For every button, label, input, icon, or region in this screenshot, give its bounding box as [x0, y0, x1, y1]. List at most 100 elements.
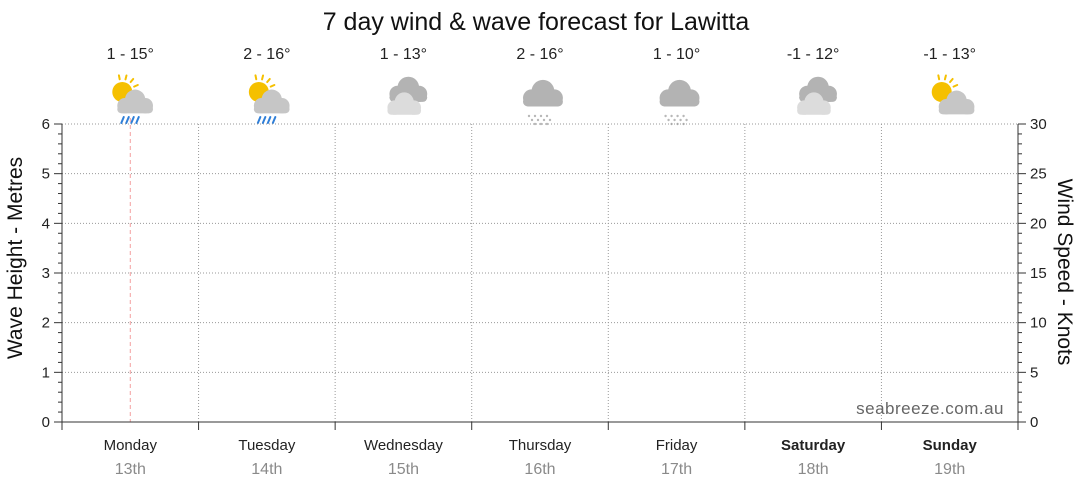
- day-header-wednesday: 1 - 13°: [380, 46, 428, 115]
- left-tick-label: 4: [42, 215, 50, 232]
- left-tick-label: 2: [42, 315, 50, 332]
- date-label: 16th: [524, 461, 555, 478]
- date-label: 15th: [388, 461, 419, 478]
- day-header-monday: 1 - 15°: [107, 46, 154, 124]
- chart-title: 7 day wind & wave forecast for Lawitta: [323, 8, 750, 36]
- sun-ray: [269, 83, 276, 88]
- snow-flake: [533, 114, 537, 118]
- cloud-base: [797, 106, 831, 115]
- snow-flake: [673, 118, 676, 122]
- snow-flake: [539, 114, 543, 118]
- snow-flake: [664, 114, 667, 118]
- rain-drop: [135, 116, 140, 124]
- temp-range: 1 - 10°: [653, 46, 700, 63]
- day-header-saturday: -1 - 12°: [787, 46, 840, 115]
- temp-range: 2 - 16°: [243, 46, 290, 63]
- right-tick-label: 0: [1030, 414, 1038, 431]
- snow-flake: [545, 114, 549, 118]
- watermark: seabreeze.com.au: [856, 399, 1004, 418]
- day-label: Sunday: [923, 437, 978, 454]
- rain-drop: [266, 116, 272, 124]
- right-tick-label: 25: [1030, 166, 1047, 183]
- left-axis-title: Wave Height - Metres: [4, 157, 27, 359]
- right-tick-label: 30: [1030, 116, 1047, 133]
- partly-sunny-rain-icon: [248, 74, 290, 124]
- cloud-base: [387, 106, 422, 115]
- partly-sunny-rain-icon: [112, 74, 153, 124]
- sun-ray: [133, 83, 139, 88]
- snow-flake: [533, 122, 537, 126]
- left-tick-label: 3: [42, 265, 50, 282]
- rain-drop: [120, 116, 125, 124]
- temp-range: 2 - 16°: [516, 46, 563, 63]
- right-tick-label: 20: [1030, 215, 1047, 232]
- sun-ray: [952, 83, 959, 88]
- cloud-snow-icon: [659, 79, 700, 126]
- sun-ray: [943, 74, 947, 81]
- cloud-base: [117, 104, 153, 114]
- snow-flake: [670, 114, 673, 118]
- snow-flake: [685, 118, 688, 122]
- rain-drop: [125, 116, 130, 124]
- snow-flake: [676, 114, 679, 118]
- snow-flake: [536, 118, 540, 122]
- snow-flake: [548, 118, 552, 122]
- day-label: Wednesday: [364, 437, 443, 454]
- snow-flake: [679, 118, 682, 122]
- snow-flake: [667, 118, 670, 122]
- date-label: 14th: [251, 461, 282, 478]
- left-tick-label: 1: [42, 364, 50, 381]
- sun-ray: [124, 74, 128, 81]
- temp-range: 1 - 15°: [107, 46, 154, 63]
- partly-sunny-icon: [931, 74, 975, 115]
- cloud-snow-icon: [523, 79, 563, 126]
- cloudy-icon: [797, 76, 837, 115]
- temp-range: -1 - 12°: [787, 46, 840, 63]
- snow-flake: [539, 122, 543, 126]
- sun-ray: [117, 74, 121, 81]
- day-label: Monday: [104, 437, 158, 454]
- rain-drop: [130, 116, 135, 124]
- snow-flake: [542, 118, 546, 122]
- temp-range: -1 - 13°: [923, 46, 976, 63]
- date-label: 19th: [934, 461, 965, 478]
- cloud-base: [253, 104, 290, 114]
- sun-ray: [129, 77, 135, 84]
- sun-disc: [931, 82, 952, 102]
- cloud-base: [659, 96, 700, 107]
- day-header-friday: 1 - 10°: [653, 46, 700, 126]
- cloud-base: [938, 105, 975, 115]
- day-header-tuesday: 2 - 16°: [243, 46, 291, 124]
- rain-drop: [256, 116, 262, 124]
- snow-flake: [545, 122, 549, 126]
- day-label: Saturday: [781, 437, 846, 454]
- rain-drop: [261, 116, 267, 124]
- left-tick-label: 0: [42, 414, 50, 431]
- sun-ray: [254, 74, 258, 81]
- sun-ray: [266, 77, 271, 84]
- right-tick-label: 10: [1030, 315, 1047, 332]
- snow-flake: [527, 114, 531, 118]
- day-forecast-headers: 1 - 15° 2 - 16° 1 - 13° 2 - 16° 1 - 10° -1 - …: [107, 46, 976, 126]
- right-axis-title: Wind Speed - Knots: [1053, 179, 1076, 366]
- day-header-thursday: 2 - 16°: [516, 46, 564, 126]
- cloudy-icon: [387, 76, 428, 115]
- date-label: 18th: [798, 461, 829, 478]
- date-label: 13th: [115, 461, 146, 478]
- sun-ray: [261, 74, 265, 81]
- temp-range: 1 - 13°: [380, 46, 427, 63]
- day-label: Tuesday: [238, 437, 295, 454]
- day-header-sunday: -1 - 13°: [923, 46, 976, 115]
- day-label: Thursday: [509, 437, 572, 454]
- day-label: Friday: [656, 437, 698, 454]
- left-tick-label: 6: [42, 116, 50, 133]
- snow-flake: [530, 118, 534, 122]
- date-label: 17th: [661, 461, 692, 478]
- left-tick-label: 5: [42, 166, 50, 183]
- right-tick-label: 5: [1030, 364, 1038, 381]
- rain-drop: [271, 116, 277, 124]
- sun-ray: [937, 74, 941, 81]
- snow-flake: [682, 114, 685, 118]
- cloud-base: [523, 96, 563, 107]
